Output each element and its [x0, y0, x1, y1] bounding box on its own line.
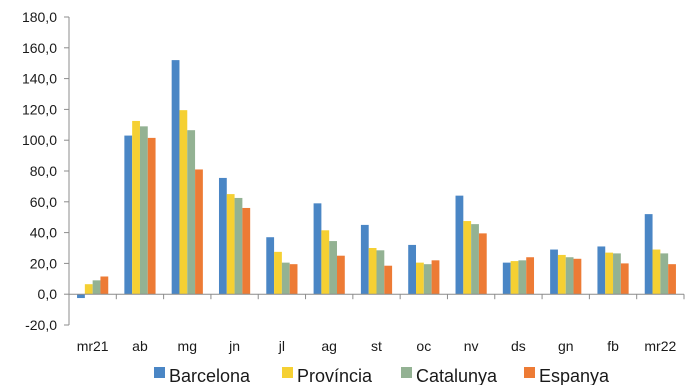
x-tick-label: fb	[607, 338, 619, 354]
bar-espanya-fb	[620, 263, 629, 295]
legend-label: Província	[297, 366, 373, 385]
y-tick-label: 40,0	[30, 225, 57, 241]
bar-espanya-mr21	[100, 276, 109, 295]
bar-catalunya-jn	[234, 197, 243, 295]
legend: Barcelona Província Catalunya Espanya	[154, 366, 610, 385]
x-tick-label: jl	[278, 338, 285, 354]
x-tick-label: ab	[132, 338, 148, 354]
bar-espanya-jn	[242, 207, 251, 295]
bar-catalunya-jl	[281, 262, 290, 295]
bar-prov-ncia-gn	[557, 254, 566, 295]
bar-prov-ncia-jl	[274, 251, 282, 295]
bar-barcelona-ab	[124, 135, 133, 295]
bar-barcelona-ds	[502, 262, 511, 295]
bar-prov-ncia-oc	[416, 262, 424, 295]
bar-espanya-st	[384, 265, 393, 295]
bar-barcelona-jn	[218, 177, 227, 295]
bar-catalunya-ab	[139, 126, 148, 295]
bar-barcelona-mr22	[644, 214, 653, 295]
bar-catalunya-ag	[329, 241, 337, 295]
bar-prov-ncia-jn	[226, 194, 235, 295]
bar-catalunya-mr22	[660, 253, 669, 295]
y-tick-label: 100,0	[22, 132, 57, 148]
x-tick-label: mr22	[644, 338, 676, 354]
bar-espanya-mr22	[668, 264, 676, 295]
bar-espanya-ag	[336, 255, 345, 295]
bar-espanya-ab	[147, 137, 156, 295]
bar-barcelona-st	[360, 224, 369, 295]
bar-barcelona-mr21	[77, 294, 85, 299]
bar-barcelona-gn	[550, 249, 558, 295]
bar-barcelona-mg	[171, 60, 180, 295]
bar-espanya-jl	[289, 264, 298, 295]
bar-barcelona-jl	[266, 237, 275, 295]
x-tick-label: ds	[511, 338, 526, 354]
bar-prov-ncia-ag	[321, 230, 330, 295]
y-tick-label: -20,0	[25, 317, 57, 333]
legend-swatch	[154, 367, 165, 378]
bar-catalunya-nv	[471, 224, 479, 295]
bar-catalunya-fb	[613, 253, 621, 295]
bar-prov-ncia-mg	[179, 110, 188, 295]
x-tick-label: jn	[228, 338, 240, 354]
bar-barcelona-fb	[597, 246, 606, 295]
legend-label: Espanya	[539, 366, 610, 385]
bar-catalunya-oc	[423, 264, 432, 295]
y-tick-label: 120,0	[22, 101, 57, 117]
bar-prov-ncia-nv	[463, 221, 472, 295]
bar-espanya-gn	[573, 258, 582, 295]
legend-label: Barcelona	[169, 366, 251, 385]
y-tick-label: 20,0	[30, 255, 57, 271]
bar-barcelona-oc	[408, 244, 417, 295]
y-axis-labels: -20,0 0,0 20,0 40,0 60,0 80,0 100,0 120,0 140,0 1…	[22, 9, 57, 333]
x-axis-labels: mr21 ab mg jn jl ag st oc nv ds gn fb mr22	[77, 338, 677, 354]
bar-catalunya-mg	[187, 130, 196, 295]
axes	[64, 16, 685, 326]
legend-label: Catalunya	[416, 366, 498, 385]
y-tick-label: 160,0	[22, 40, 57, 56]
bar-barcelona-nv	[455, 195, 464, 295]
legend-swatch	[524, 367, 535, 378]
bar-catalunya-ds	[518, 260, 527, 295]
bars	[77, 60, 676, 299]
y-tick-label: 140,0	[22, 71, 57, 87]
y-tick-label: 0,0	[38, 286, 58, 302]
y-tick-label: 60,0	[30, 194, 57, 210]
bar-catalunya-mr21	[92, 280, 101, 295]
bar-catalunya-gn	[565, 257, 574, 295]
x-tick-label: gn	[558, 338, 574, 354]
x-tick-label: oc	[416, 338, 431, 354]
x-tick-label: nv	[464, 338, 479, 354]
bar-prov-ncia-ab	[132, 120, 140, 295]
bar-catalunya-st	[376, 250, 385, 295]
x-tick-label: st	[371, 338, 382, 354]
bar-espanya-mg	[195, 169, 203, 295]
x-tick-label: mr21	[77, 338, 109, 354]
bar-barcelona-ag	[313, 203, 322, 295]
y-tick-label: 180,0	[22, 9, 57, 25]
bar-prov-ncia-ds	[510, 261, 519, 295]
x-tick-label: ag	[321, 338, 337, 354]
legend-swatch	[282, 367, 293, 378]
bar-espanya-oc	[431, 260, 440, 295]
x-tick-label: mg	[178, 338, 197, 354]
bar-prov-ncia-st	[368, 248, 377, 295]
bar-espanya-nv	[478, 233, 487, 295]
bar-espanya-ds	[526, 257, 535, 295]
legend-swatch	[401, 367, 412, 378]
bar-prov-ncia-fb	[605, 252, 614, 295]
bar-prov-ncia-mr21	[84, 284, 93, 295]
y-tick-label: 80,0	[30, 163, 57, 179]
bar-prov-ncia-mr22	[652, 249, 661, 295]
